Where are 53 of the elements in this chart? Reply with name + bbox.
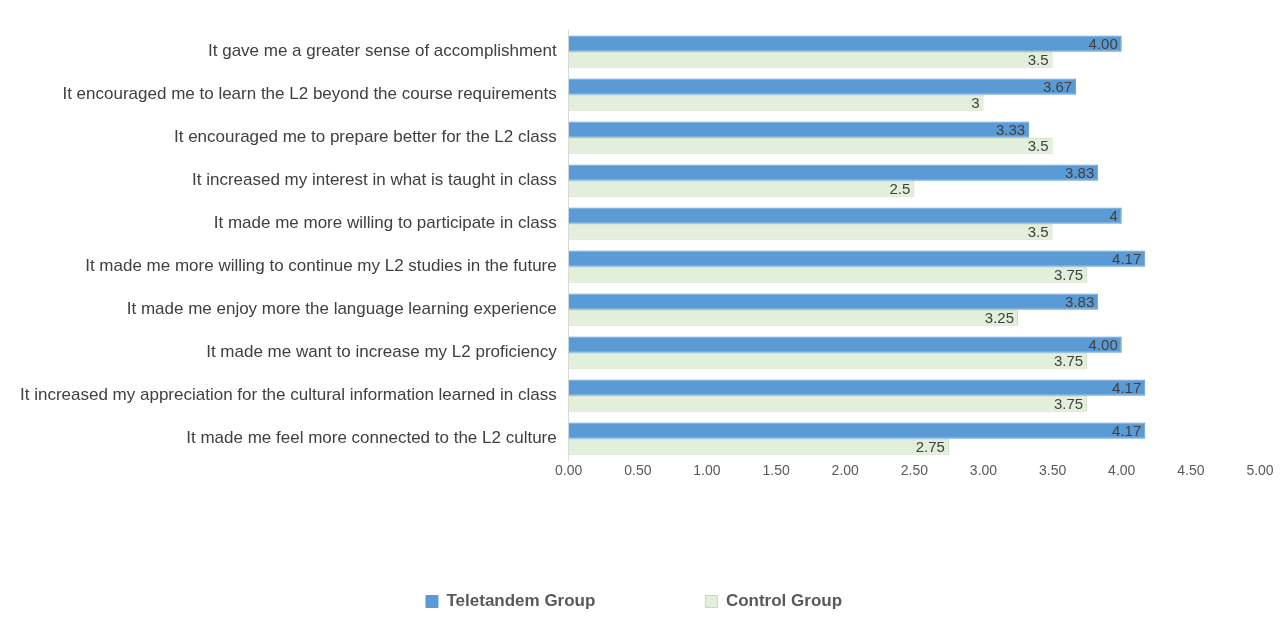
- data-label: 2.75: [915, 437, 945, 455]
- data-label: 3.75: [1053, 265, 1084, 283]
- y-tick-label: It made me want to increase my L2 proficiency: [206, 342, 558, 362]
- x-tick-label: 4.00: [1108, 462, 1136, 479]
- data-label: 3.25: [984, 308, 1015, 326]
- data-label: 2.5: [889, 179, 911, 197]
- data-label: 3.75: [1053, 351, 1084, 369]
- y-tick-label: It increased my appreciation for the cultural information learned in class: [19, 385, 557, 405]
- bar: [568, 379, 1146, 396]
- x-tick-label: 0.00: [555, 462, 583, 479]
- x-tick-label: 2.00: [831, 462, 860, 479]
- x-tick-label: 5.00: [1246, 462, 1274, 479]
- data-label: 3.67: [1042, 77, 1073, 95]
- legend-label: Teletandem Group: [446, 591, 596, 611]
- bar: [568, 293, 1099, 310]
- data-label: 3.83: [1065, 163, 1095, 181]
- bar: [568, 121, 1030, 138]
- data-label: 3.5: [1027, 222, 1049, 240]
- bar: [568, 164, 1099, 181]
- bar: [568, 422, 1146, 439]
- x-tick-label: 1.00: [693, 462, 721, 479]
- data-label: 4.00: [1088, 335, 1118, 353]
- data-label: 4.00: [1088, 34, 1118, 52]
- y-tick-label: It encouraged me to prepare better for the L2 class: [173, 127, 557, 147]
- bar: [568, 336, 1122, 353]
- x-tick-label: 1.50: [762, 462, 790, 479]
- data-label: 4: [1109, 206, 1118, 224]
- x-tick-label: 3.00: [969, 462, 998, 479]
- data-label: 4.17: [1112, 378, 1142, 396]
- legend-label: Control Group: [725, 591, 843, 611]
- y-tick-label: It made me enjoy more the language learning experience: [126, 299, 557, 319]
- data-label: 3.5: [1027, 50, 1049, 68]
- bar: [568, 250, 1146, 267]
- bar: [568, 35, 1122, 52]
- data-label: 3.33: [995, 120, 1026, 138]
- x-tick-label: 4.50: [1177, 462, 1205, 479]
- data-label: 3: [971, 93, 980, 111]
- y-tick-label: It gave me a greater sense of accomplishment: [208, 41, 557, 61]
- y-tick-label: It made me more willing to continue my L2 studies in the future: [85, 256, 557, 276]
- bar: [568, 207, 1122, 224]
- y-tick-label: It made me more willing to participate in class: [213, 213, 557, 233]
- data-label: 4.17: [1112, 421, 1142, 439]
- bar: [568, 78, 1077, 95]
- y-tick-label: It encouraged me to learn the L2 beyond the course requirements: [62, 84, 557, 104]
- x-tick-label: 0.50: [624, 462, 652, 479]
- x-tick-label: 3.50: [1038, 462, 1067, 479]
- y-tick-label: It increased my interest in what is taught in class: [191, 170, 557, 190]
- data-label: 3.75: [1053, 394, 1084, 412]
- data-label: 3.83: [1065, 292, 1095, 310]
- x-tick-label: 2.50: [900, 462, 929, 479]
- data-label: 3.5: [1027, 136, 1049, 154]
- y-tick-label: It made me feel more connected to the L2 culture: [186, 428, 557, 448]
- data-label: 4.17: [1112, 249, 1142, 267]
